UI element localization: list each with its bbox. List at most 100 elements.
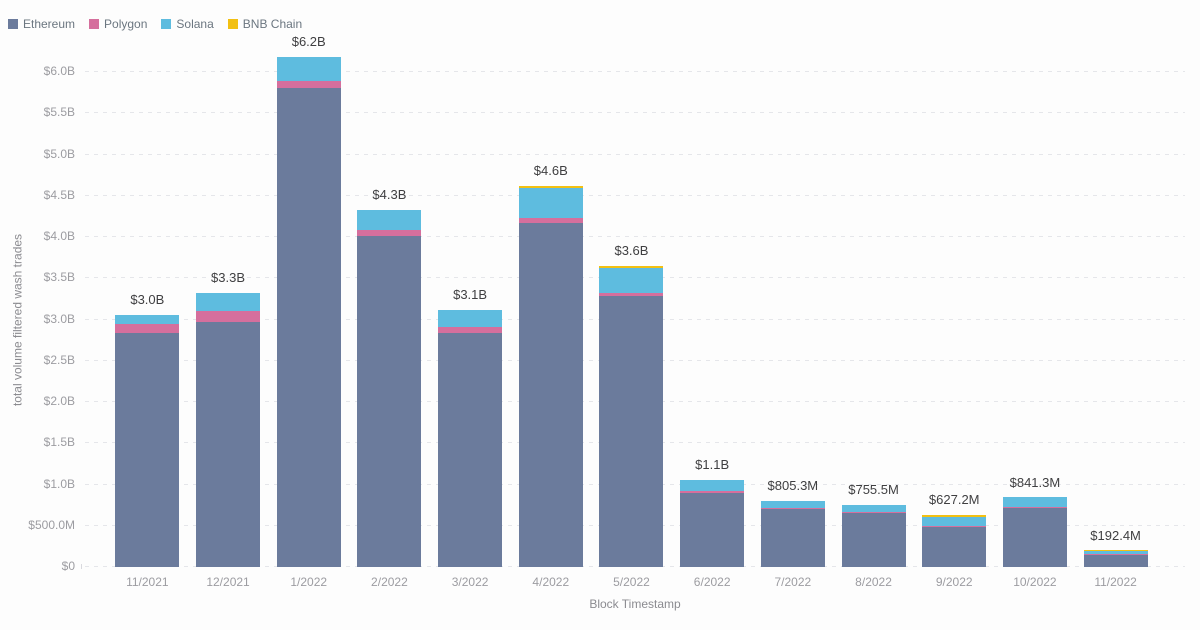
gridline — [85, 194, 1185, 196]
bar-segment-ethereum[interactable] — [1002, 508, 1067, 567]
bar-segment-ethereum[interactable] — [196, 321, 261, 567]
stacked-bar-9-2022[interactable] — [922, 515, 987, 567]
bar-segment-polygon[interactable] — [1002, 507, 1067, 509]
stacked-bar-10-2022[interactable] — [1002, 497, 1067, 567]
bar-segment-ethereum[interactable] — [357, 236, 422, 567]
gridline — [85, 71, 1185, 72]
bar-slot-7-2022: $805.3M 7/2022 — [753, 72, 834, 589]
bar-segment-solana[interactable] — [438, 310, 503, 327]
stacked-bar-8-2022[interactable] — [841, 504, 906, 567]
bar-segment-polygon[interactable] — [841, 511, 906, 513]
bar-segment-ethereum[interactable] — [922, 527, 987, 567]
bar-total-label: $755.5M — [848, 481, 899, 497]
legend-item-bnb-chain[interactable]: BNB Chain — [227, 17, 303, 31]
stacked-bar-4-2022[interactable] — [518, 185, 583, 567]
bar-segment-polygon[interactable] — [438, 326, 503, 333]
bar-segment-ethereum[interactable] — [1083, 555, 1148, 567]
legend-item-ethereum[interactable]: Ethereum — [8, 17, 75, 31]
axis-origin-tick — [81, 564, 82, 569]
y-tick-label: $0 — [61, 559, 75, 573]
bar-segment-polygon[interactable] — [518, 218, 583, 224]
bar-segment-ethereum[interactable] — [276, 87, 341, 567]
bar-segment-polygon[interactable] — [357, 229, 422, 237]
stacked-bar-11-2021[interactable] — [115, 315, 180, 567]
bar-segment-solana[interactable] — [115, 315, 180, 325]
y-tick-label: $500.0M — [28, 517, 75, 532]
stacked-bar-2-2022[interactable] — [357, 209, 422, 567]
legend-label: Solana — [176, 17, 214, 31]
x-tick-label: 4/2022 — [532, 575, 570, 589]
bar-segment-ethereum[interactable] — [518, 223, 583, 567]
legend-swatch-icon — [161, 19, 172, 29]
bar-segment-solana[interactable] — [357, 209, 422, 230]
bar-segment-solana[interactable] — [1083, 551, 1148, 555]
bar-segment-solana[interactable] — [760, 500, 825, 508]
bar-segment-bnb-chain[interactable] — [599, 265, 664, 268]
bar-slot-6-2022: $1.1B 6/2022 — [672, 72, 753, 589]
bar-slot-1-2022: $6.2B 1/2022 — [268, 34, 349, 589]
bar-segment-ethereum[interactable] — [115, 332, 180, 567]
bar-segment-ethereum[interactable] — [841, 512, 906, 567]
x-tick-label: 9/2022 — [935, 575, 973, 589]
x-tick-label: 3/2022 — [451, 575, 489, 589]
bar-segment-polygon[interactable] — [1083, 554, 1148, 556]
bar-total-label: $3.0B — [130, 292, 165, 308]
y-tick-label: $6.0B — [43, 64, 75, 78]
legend-item-polygon[interactable]: Polygon — [89, 17, 147, 31]
x-tick-label: 2/2022 — [371, 575, 408, 589]
bar-total-label: $3.6B — [614, 242, 649, 258]
bar-segment-polygon[interactable] — [922, 526, 987, 528]
bar-segment-ethereum[interactable] — [760, 508, 825, 567]
bar-segment-polygon[interactable] — [196, 311, 261, 322]
bar-total-label: $805.3M — [767, 477, 819, 493]
x-tick-label: 7/2022 — [774, 575, 812, 589]
bar-segment-solana[interactable] — [518, 187, 583, 219]
legend-label: Polygon — [104, 17, 148, 31]
bar-slot-12-2021: $3.3B 12/2021 — [188, 72, 269, 589]
legend-item-solana[interactable]: Solana — [161, 17, 214, 31]
x-tick-label: 11/2022 — [1094, 575, 1137, 589]
bar-total-label: $4.6B — [533, 162, 568, 178]
bar-segment-solana[interactable] — [841, 504, 906, 512]
bar-segment-polygon[interactable] — [680, 491, 745, 493]
stacked-bar-11-2022[interactable] — [1083, 550, 1148, 567]
gridline — [85, 112, 1185, 114]
bar-segment-bnb-chain[interactable] — [922, 515, 987, 517]
bar-segment-ethereum[interactable] — [680, 492, 745, 567]
bar-segment-polygon[interactable] — [599, 292, 664, 296]
stacked-bar-3-2022[interactable] — [438, 310, 503, 567]
bar-segment-polygon[interactable] — [760, 507, 825, 509]
bar-segment-polygon[interactable] — [115, 324, 180, 333]
stacked-bar-5-2022[interactable] — [599, 265, 664, 567]
stacked-bar-6-2022[interactable] — [680, 480, 745, 567]
gridline — [85, 236, 1185, 237]
bar-slot-9-2022: $627.2M 9/2022 — [914, 72, 995, 589]
bar-segment-solana[interactable] — [276, 56, 341, 81]
bar-segment-solana[interactable] — [196, 293, 261, 312]
bar-segment-ethereum[interactable] — [438, 332, 503, 567]
legend-label: BNB Chain — [242, 17, 303, 31]
bar-total-label: $841.3M — [1009, 474, 1061, 490]
bar-segment-polygon[interactable] — [276, 80, 341, 88]
x-tick-label: 1/2022 — [290, 575, 328, 589]
bar-segment-ethereum[interactable] — [599, 295, 664, 567]
bar-segment-solana[interactable] — [922, 516, 987, 527]
y-tick-label: $2.0B — [43, 394, 75, 408]
stacked-bar-1-2022[interactable] — [276, 56, 341, 567]
bar-segment-bnb-chain[interactable] — [1083, 550, 1148, 552]
stacked-bar-12-2021[interactable] — [196, 293, 261, 567]
bar-segment-bnb-chain[interactable] — [518, 185, 583, 188]
bar-segment-solana[interactable] — [680, 480, 745, 492]
legend: Ethereum Polygon Solana BNB Chain — [8, 17, 302, 31]
legend-swatch-icon — [8, 19, 18, 29]
bar-total-label: $3.1B — [453, 287, 488, 303]
bar-total-label: $3.3B — [211, 270, 246, 286]
y-tick-label: $4.0B — [43, 229, 75, 243]
bar-slot-10-2022: $841.3M 10/2022 — [995, 72, 1076, 589]
bars-container: $3.0B 11/2021 $3.3B 12/2021 $6.2B 1/2022 $4.3B… — [107, 34, 1156, 589]
x-tick-label: 5/2022 — [613, 575, 650, 589]
bar-segment-solana[interactable] — [599, 267, 664, 293]
bar-segment-solana[interactable] — [1002, 497, 1067, 508]
stacked-bar-7-2022[interactable] — [760, 500, 825, 567]
